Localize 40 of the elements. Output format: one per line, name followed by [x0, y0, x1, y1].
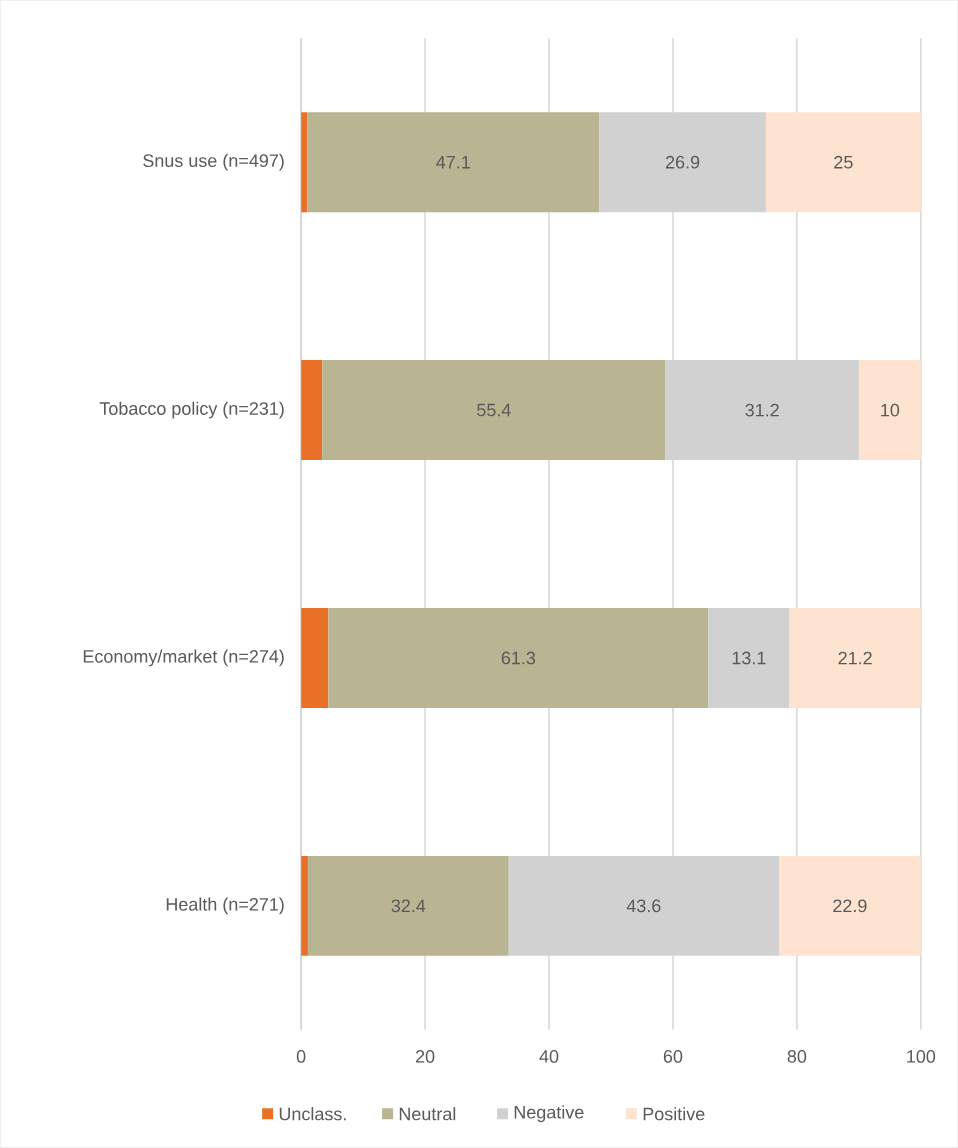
x-tick-label: 80 [787, 1050, 807, 1063]
data-label: 55.4 [477, 403, 511, 417]
bar [301, 607, 329, 708]
data-label: 43.6 [626, 899, 661, 913]
data-label: 47.1 [436, 156, 470, 169]
bar [858, 360, 921, 461]
bar [307, 112, 600, 213]
data-label: 13.1 [732, 651, 766, 665]
x-tick-label: 60 [663, 1050, 683, 1063]
bar [307, 855, 509, 956]
x-tick-label: 40 [539, 1050, 559, 1063]
bar [322, 360, 666, 461]
bar [665, 360, 859, 461]
data-label: 25 [834, 155, 853, 169]
legend-label: Negative [514, 1105, 584, 1123]
y-tick-label: Snus use (n=497) [143, 153, 284, 171]
data-label: 10 [881, 403, 900, 417]
bar [708, 607, 790, 708]
x-tick-label: 100 [907, 1050, 936, 1063]
legend-label: Unclass. [279, 1107, 346, 1121]
y-tick-label: Health (n=271) [166, 897, 284, 915]
legend-label: Neutral [399, 1107, 456, 1121]
data-label: 32.4 [391, 899, 426, 913]
data-label: 22.9 [833, 899, 867, 913]
bar [328, 607, 709, 708]
legend-label: Positive [643, 1107, 705, 1121]
data-label: 31.2 [745, 403, 779, 417]
y-tick-label: Tobacco policy (n=231) [99, 401, 284, 419]
bar [778, 855, 921, 956]
data-label: 61.3 [501, 651, 536, 665]
bar [599, 112, 766, 213]
data-label: 21.2 [838, 651, 872, 665]
x-tick-label: 20 [415, 1050, 435, 1063]
bar [765, 112, 921, 213]
y-tick-label: Economy/market (n=274) [83, 649, 284, 667]
data-label: 26.9 [665, 155, 700, 169]
bar [508, 855, 779, 956]
bar [301, 360, 323, 461]
bar [789, 607, 921, 708]
x-tick-label: 0 [296, 1050, 306, 1063]
